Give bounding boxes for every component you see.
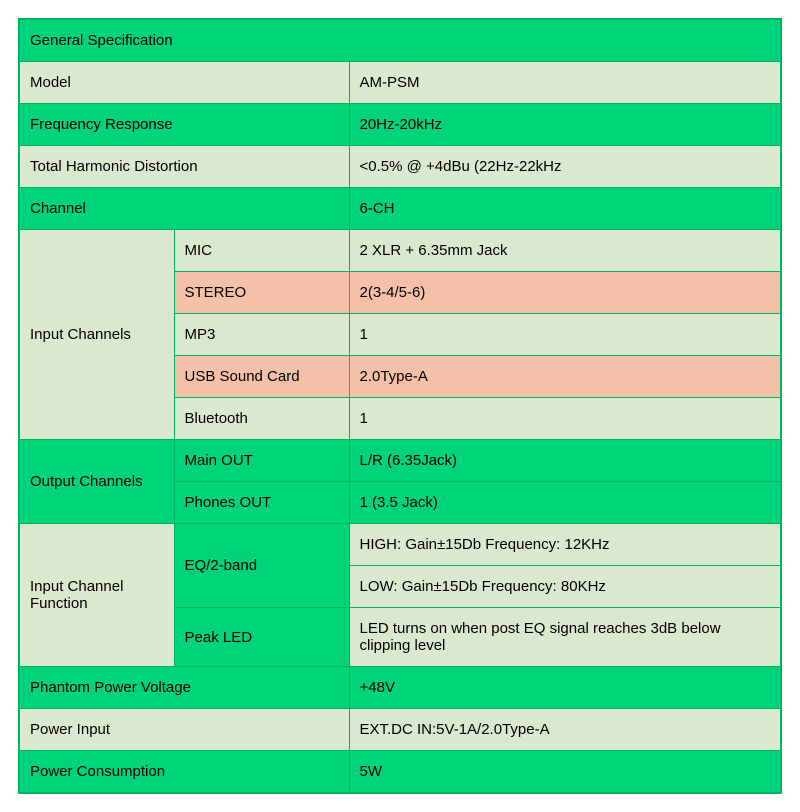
row-value: 2 XLR + 6.35mm Jack — [349, 230, 781, 272]
table-row: Model AM-PSM — [19, 62, 781, 104]
row-label: Power Consumption — [19, 751, 349, 794]
row-value: AM-PSM — [349, 62, 781, 104]
row-label: Phantom Power Voltage — [19, 667, 349, 709]
row-label: Channel — [19, 188, 349, 230]
row-value: L/R (6.35Jack) — [349, 440, 781, 482]
table-row: Output Channels Main OUT L/R (6.35Jack) — [19, 440, 781, 482]
sub-label: EQ/2-band — [174, 524, 349, 608]
row-label: Total Harmonic Distortion — [19, 146, 349, 188]
spec-table: General Specification Model AM-PSM Frequ… — [18, 18, 782, 794]
sub-label: MIC — [174, 230, 349, 272]
sub-label: USB Sound Card — [174, 356, 349, 398]
row-value: LED turns on when post EQ signal reaches… — [349, 608, 781, 667]
row-value: 2.0Type-A — [349, 356, 781, 398]
group-label: Output Channels — [19, 440, 174, 524]
table-header: General Specification — [19, 19, 781, 62]
row-value: 5W — [349, 751, 781, 794]
row-value: 1 — [349, 314, 781, 356]
table-row: Input Channel Function EQ/2-band HIGH: G… — [19, 524, 781, 566]
row-value: 20Hz-20kHz — [349, 104, 781, 146]
sub-label: Bluetooth — [174, 398, 349, 440]
row-value: +48V — [349, 667, 781, 709]
row-value: 1 — [349, 398, 781, 440]
table-row: Power Consumption 5W — [19, 751, 781, 794]
row-value: 6-CH — [349, 188, 781, 230]
sub-label: Phones OUT — [174, 482, 349, 524]
sub-label: STEREO — [174, 272, 349, 314]
group-label: Input Channel Function — [19, 524, 174, 667]
group-label: Input Channels — [19, 230, 174, 440]
row-value: 1 (3.5 Jack) — [349, 482, 781, 524]
sub-label: MP3 — [174, 314, 349, 356]
table-row: Total Harmonic Distortion <0.5% @ +4dBu … — [19, 146, 781, 188]
table-row: Channel 6-CH — [19, 188, 781, 230]
row-value: LOW: Gain±15Db Frequency: 80KHz — [349, 566, 781, 608]
sub-label: Main OUT — [174, 440, 349, 482]
table-row: Power Input EXT.DC IN:5V-1A/2.0Type-A — [19, 709, 781, 751]
sub-label: Peak LED — [174, 608, 349, 667]
row-label: Frequency Response — [19, 104, 349, 146]
row-value: <0.5% @ +4dBu (22Hz-22kHz — [349, 146, 781, 188]
table-row: Input Channels MIC 2 XLR + 6.35mm Jack — [19, 230, 781, 272]
table-row: Phantom Power Voltage +48V — [19, 667, 781, 709]
row-label: Model — [19, 62, 349, 104]
row-value: 2(3-4/5-6) — [349, 272, 781, 314]
row-value: HIGH: Gain±15Db Frequency: 12KHz — [349, 524, 781, 566]
row-value: EXT.DC IN:5V-1A/2.0Type-A — [349, 709, 781, 751]
row-label: Power Input — [19, 709, 349, 751]
table-row: Frequency Response 20Hz-20kHz — [19, 104, 781, 146]
